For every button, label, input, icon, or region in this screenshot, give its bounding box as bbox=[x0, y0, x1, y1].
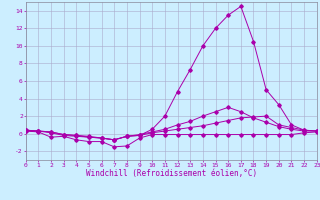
X-axis label: Windchill (Refroidissement éolien,°C): Windchill (Refroidissement éolien,°C) bbox=[86, 169, 257, 178]
